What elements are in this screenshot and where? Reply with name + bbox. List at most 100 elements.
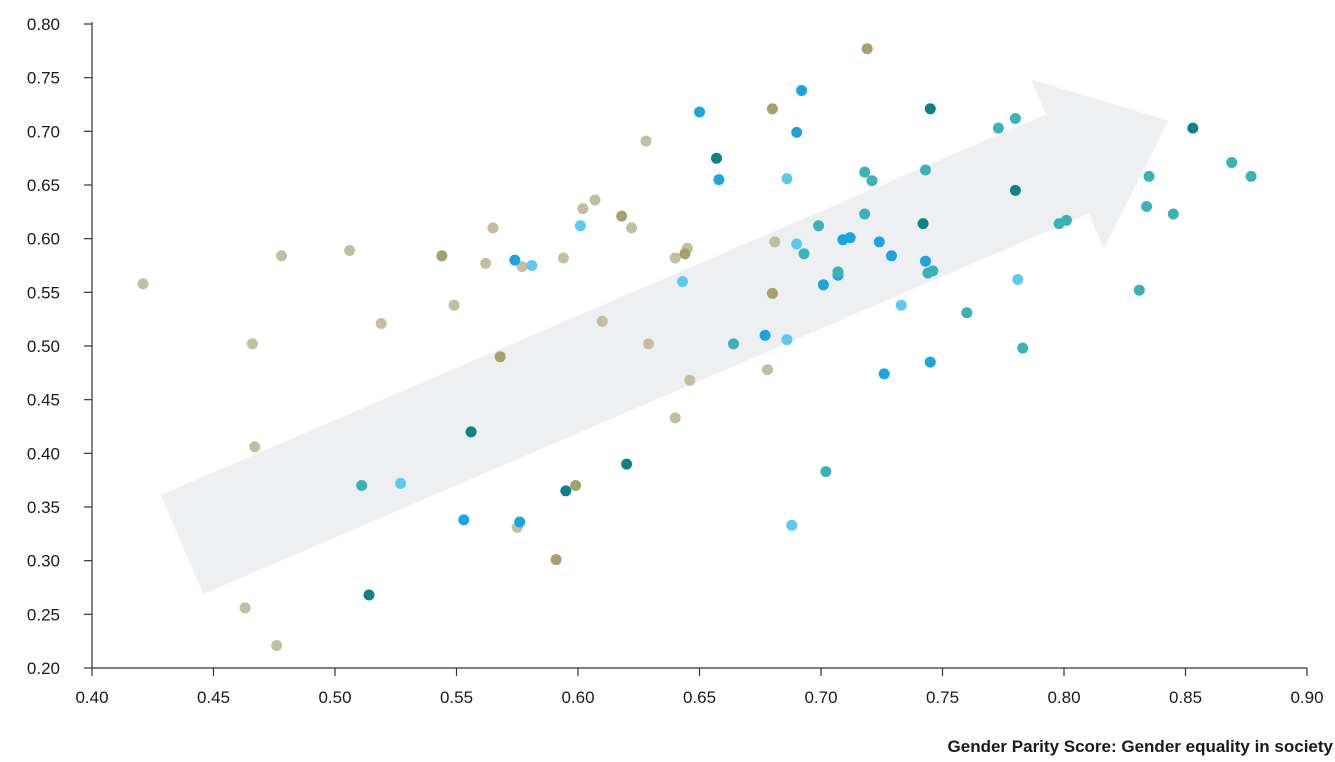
- data-point: [246, 338, 258, 350]
- data-point: [577, 203, 589, 215]
- data-point: [1017, 342, 1029, 354]
- y-tick-label: 0.45: [27, 391, 60, 410]
- data-point: [514, 516, 526, 528]
- y-tick-label: 0.25: [27, 605, 60, 624]
- data-point: [395, 477, 407, 489]
- y-tick-label: 0.30: [27, 552, 60, 571]
- data-point: [621, 458, 633, 470]
- data-point: [626, 222, 637, 234]
- data-point: [1009, 113, 1021, 124]
- trend-arrow-layer: [160, 79, 1169, 595]
- y-tick-label: 0.80: [27, 15, 60, 34]
- data-point: [762, 364, 773, 376]
- data-point: [1060, 214, 1072, 226]
- data-point: [791, 126, 803, 138]
- data-points: [137, 43, 1257, 651]
- data-point: [861, 43, 873, 55]
- data-point: [1245, 170, 1257, 182]
- data-point: [276, 250, 287, 262]
- data-point: [992, 122, 1004, 134]
- data-point: [917, 218, 929, 230]
- y-tick-label: 0.40: [27, 444, 60, 463]
- data-point: [713, 174, 725, 186]
- data-point: [796, 85, 808, 96]
- x-tick-label: 0.45: [197, 688, 230, 707]
- data-point: [766, 103, 778, 115]
- y-tick-label: 0.35: [27, 498, 60, 517]
- data-point: [643, 338, 654, 350]
- data-point: [1141, 201, 1153, 212]
- data-point: [509, 254, 521, 266]
- data-point: [798, 248, 810, 260]
- data-point: [711, 152, 722, 164]
- x-tick-label: 0.75: [926, 688, 959, 707]
- data-point: [1143, 170, 1155, 182]
- y-tick-label: 0.20: [27, 659, 60, 678]
- data-point: [866, 175, 878, 187]
- data-point: [271, 640, 283, 651]
- x-tick-label: 0.40: [75, 688, 108, 707]
- data-point: [927, 265, 939, 277]
- data-point: [694, 106, 705, 118]
- x-tick-label: 0.55: [440, 688, 473, 707]
- data-point: [550, 554, 562, 566]
- data-point: [878, 368, 890, 380]
- data-point: [526, 260, 538, 271]
- data-point: [344, 245, 356, 256]
- y-tick-label: 0.70: [27, 122, 60, 141]
- data-point: [728, 338, 739, 350]
- data-point: [557, 252, 569, 264]
- data-point: [1133, 284, 1145, 296]
- data-point: [813, 220, 825, 232]
- data-point: [766, 287, 778, 299]
- data-point: [920, 164, 931, 176]
- data-point: [516, 261, 528, 273]
- data-point: [239, 602, 251, 614]
- data-point: [886, 250, 897, 262]
- data-point: [669, 252, 681, 264]
- x-axis-title: Gender Parity Score: Gender equality in …: [948, 737, 1334, 756]
- data-point: [640, 135, 652, 147]
- data-point: [679, 248, 691, 260]
- data-point: [669, 412, 681, 424]
- data-point: [832, 266, 844, 278]
- x-tick-label: 0.90: [1290, 688, 1323, 707]
- data-point: [786, 519, 798, 531]
- data-point: [570, 480, 582, 491]
- data-point: [781, 173, 793, 185]
- data-point: [596, 315, 608, 327]
- data-point: [249, 441, 261, 453]
- data-point: [356, 480, 368, 491]
- data-point: [480, 257, 492, 269]
- data-point: [859, 166, 871, 178]
- data-point: [873, 236, 885, 248]
- data-point: [616, 210, 628, 222]
- data-point: [961, 307, 973, 319]
- data-point: [465, 426, 477, 438]
- x-tick-label: 0.85: [1169, 688, 1202, 707]
- data-point: [859, 208, 871, 220]
- data-point: [895, 299, 907, 311]
- data-point: [684, 374, 696, 386]
- data-point: [458, 514, 470, 526]
- data-point: [487, 222, 499, 234]
- y-tick-label: 0.55: [27, 283, 60, 302]
- data-point: [494, 351, 506, 363]
- data-point: [781, 334, 793, 346]
- x-tick-label: 0.65: [683, 688, 716, 707]
- y-tick-label: 0.65: [27, 176, 60, 195]
- data-point: [791, 238, 803, 250]
- x-tick-label: 0.80: [1047, 688, 1080, 707]
- data-point: [820, 466, 832, 478]
- x-tick-label: 0.60: [561, 688, 594, 707]
- data-point: [769, 236, 781, 248]
- x-tick-label: 0.70: [804, 688, 837, 707]
- data-point: [1187, 122, 1199, 134]
- data-point: [574, 220, 586, 232]
- y-tick-label: 0.50: [27, 337, 60, 356]
- data-point: [137, 278, 149, 290]
- data-point: [817, 279, 829, 291]
- trend-arrow: [160, 79, 1169, 595]
- y-tick-label: 0.60: [27, 230, 60, 249]
